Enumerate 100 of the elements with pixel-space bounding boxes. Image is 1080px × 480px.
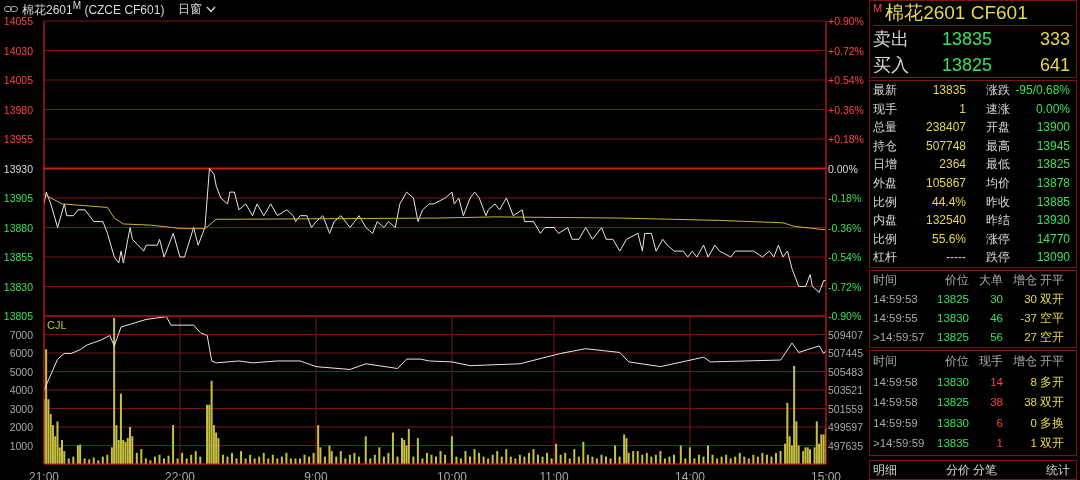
category-label: 价位 [944, 273, 970, 288]
text: 13835 [931, 82, 967, 99]
y-tick-label: 5000 [9, 365, 34, 378]
text: 507748 [924, 137, 967, 155]
category-label: 增仓 [1012, 273, 1038, 288]
text: 8 [1029, 374, 1038, 390]
y-tick-label: 14005 [3, 74, 34, 86]
y2-tick-label: 507445 [828, 347, 864, 359]
text: 持仓 [873, 137, 898, 155]
text: 13825 [1035, 156, 1071, 174]
y2-tick-label: 503521 [828, 384, 864, 396]
text: 涨停 [985, 230, 1011, 248]
text: 2364 [938, 156, 967, 174]
y-tick-label: 14055 [3, 15, 34, 27]
text: 13885 [1035, 193, 1071, 211]
text: 空平 [1039, 311, 1065, 326]
text: 1 [995, 436, 1004, 451]
text: 13900 [1035, 119, 1071, 137]
y-tick-label: 13955 [3, 133, 34, 145]
text: 14:59:58 [873, 395, 919, 410]
text: 最低 [985, 156, 1011, 174]
text: 1 [1029, 436, 1038, 451]
y-tick-label: 13805 [3, 310, 34, 322]
text: 涨跌 [985, 82, 1011, 99]
text: 0.00% [1034, 100, 1071, 118]
text: 13825 [937, 330, 970, 345]
text: 13830 [937, 374, 970, 390]
text: 6 [995, 415, 1004, 431]
y2-tick-label: 497635 [828, 439, 864, 452]
text: 棉花2601 CF601 [885, 2, 1028, 23]
y-tick-label: 14030 [3, 44, 34, 57]
text: 最新 [873, 82, 898, 99]
category-label: 时间 [873, 354, 898, 369]
text: 14:59:59 [873, 415, 919, 431]
text: 比例 [873, 230, 898, 248]
text: 均价 [985, 174, 1011, 192]
text: 13930 [1035, 212, 1071, 230]
text: 昨结 [985, 212, 1011, 230]
text: 14:59:58 [873, 374, 919, 390]
category-label: 开平 [1039, 273, 1065, 288]
y-tick-label: 13880 [3, 221, 34, 234]
text: 13830 [937, 311, 970, 326]
text: 13835 [937, 436, 970, 451]
x-tick-label: 9:00 [304, 469, 328, 480]
y2-tick-label: +0.90% [828, 15, 864, 27]
text: 速涨 [985, 100, 1011, 118]
text: 56 [989, 330, 1004, 345]
text: 14:59:53 [873, 292, 919, 307]
text: 105867 [924, 174, 967, 192]
text: 27 [1023, 330, 1038, 345]
y-tick-label: 13905 [3, 192, 34, 204]
x-tick-label: 15:00 [810, 469, 842, 480]
text: 44.4% [930, 193, 967, 211]
y2-tick-label: -0.54% [828, 251, 862, 263]
text: >14:59:59 [873, 436, 926, 451]
text: 多换 [1039, 415, 1065, 431]
text: 跌停 [985, 249, 1011, 267]
y2-tick-label: 505483 [828, 365, 864, 378]
text: 132540 [924, 212, 967, 230]
text: 双开 [1039, 436, 1065, 451]
x-tick-label: 21:00 [28, 469, 60, 480]
text: 14 [989, 374, 1004, 390]
y-tick-label: 6000 [9, 347, 34, 359]
y2-tick-label: -0.18% [828, 192, 862, 204]
x-tick-label: 11:00 [539, 469, 569, 480]
text: 30 [989, 292, 1004, 307]
text: 内盘 [873, 212, 898, 230]
text: 13945 [1035, 137, 1071, 155]
y-tick-label: 13855 [3, 251, 34, 263]
text: 最高 [985, 137, 1011, 155]
category-label: 大单 [978, 273, 1004, 288]
text: -37 [1019, 311, 1038, 326]
text: 双开 [1039, 395, 1065, 410]
text: 现手 [873, 100, 898, 118]
category-label: 增仓 [1012, 354, 1038, 369]
text: 14770 [1035, 230, 1071, 248]
y-tick-label: 3000 [9, 402, 34, 415]
y-tick-label: 4000 [9, 384, 34, 396]
text: 46 [989, 311, 1004, 326]
category-label: 时间 [873, 273, 898, 288]
text: 空开 [1039, 330, 1065, 345]
y2-tick-label: 509407 [828, 328, 864, 341]
text: 卖出 [873, 28, 910, 51]
category-label: 开平 [1039, 354, 1065, 369]
y-tick-label: 13930 [3, 162, 34, 175]
text: 昨收 [985, 193, 1011, 211]
series-label: CJL [47, 319, 67, 331]
category-label: 现手 [978, 354, 1004, 369]
y-tick-label: 1000 [9, 439, 34, 452]
text: 13825 [940, 54, 993, 77]
x-tick-label: 22:00 [164, 469, 196, 480]
text: 外盘 [873, 174, 898, 192]
y-tick-label: 7000 [9, 328, 34, 341]
y2-tick-label: 499597 [828, 421, 864, 433]
text: 13825 [937, 395, 970, 410]
text: -95/0.68% [1014, 82, 1071, 99]
text: 比例 [873, 193, 898, 211]
y2-tick-label: +0.18% [828, 133, 864, 145]
text: 14:59:55 [873, 311, 919, 326]
x-tick-label: 14:00 [674, 469, 706, 480]
